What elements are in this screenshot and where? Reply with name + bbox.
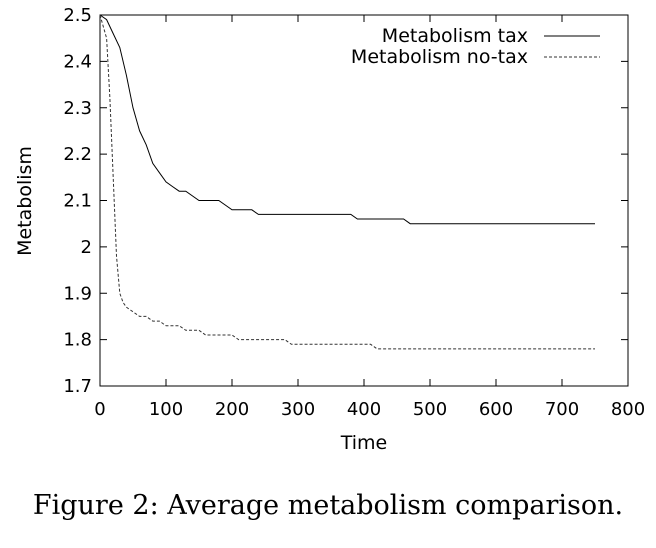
y-tick-label: 2 — [81, 237, 92, 258]
plot-frame — [99, 14, 629, 387]
y-tick-label: 1.8 — [63, 330, 92, 351]
x-tick-label: 600 — [479, 399, 513, 420]
legend-label: Metabolism tax — [382, 25, 528, 47]
x-axis-title: Time — [340, 432, 388, 454]
y-tick-label: 1.7 — [63, 376, 92, 397]
y-tick-label: 2.3 — [63, 98, 92, 119]
series-line-no-tax — [99, 14, 595, 350]
x-tick-label: 400 — [347, 399, 381, 420]
x-tick-label: 300 — [281, 399, 315, 420]
x-tick-label: 700 — [545, 399, 579, 420]
x-tick-label: 0 — [94, 399, 105, 420]
y-tick-label: 2.5 — [63, 5, 92, 26]
x-tick-label: 200 — [215, 399, 249, 420]
legend-label: Metabolism no-tax — [351, 46, 528, 68]
series-line-tax — [99, 14, 595, 225]
y-axis-title: Metabolism — [14, 146, 36, 256]
y-tick-label: 2.1 — [63, 191, 92, 212]
x-tick-label: 800 — [611, 399, 645, 420]
line-chart: 0 100 200 300 400 500 600 700 800 1.7 1.8 1.9 2 2.1 2.… — [14, 5, 645, 454]
x-tick-label: 500 — [413, 399, 447, 420]
figure-caption: Figure 2: Average metabolism comparison. — [32, 490, 624, 521]
y-tick-label: 2.2 — [63, 144, 92, 165]
x-tick-label: 100 — [149, 399, 183, 420]
y-tick-label: 2.4 — [63, 51, 92, 72]
y-tick-label: 1.9 — [63, 283, 92, 304]
